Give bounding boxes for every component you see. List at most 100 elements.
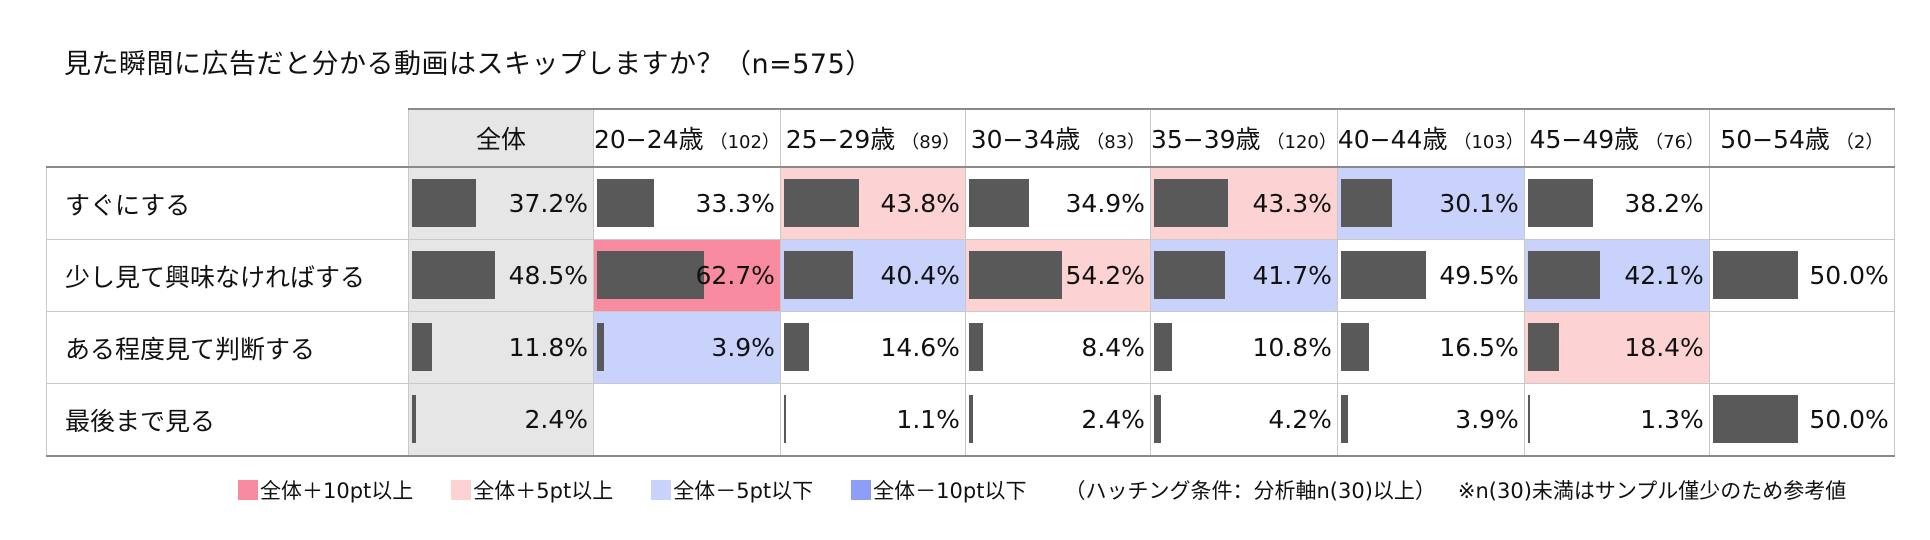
column-label: 20−24歳 (594, 125, 704, 154)
bar (1527, 179, 1594, 227)
bar (1153, 395, 1162, 443)
data-label: 8.4% (1081, 333, 1145, 362)
chart-title: 見た瞬間に広告だと分かる動画はスキップしますか？（n=575） (64, 49, 873, 80)
data-label: 14.6% (880, 333, 960, 362)
legend-item-minus10: 全体－10pt以下 (851, 475, 1026, 505)
data-label: 3.9% (711, 333, 775, 362)
legend-swatch (238, 480, 258, 500)
column-n: （120） (1266, 132, 1337, 153)
bar (1153, 179, 1228, 227)
bar (783, 179, 859, 227)
data-cell: 38.2% (1523, 167, 1710, 240)
data-label: 3.9% (1455, 405, 1519, 434)
data-label: 18.4% (1624, 333, 1704, 362)
column-header-35-39: 35−39歳 （120） (1149, 108, 1338, 168)
bar (1527, 251, 1600, 299)
data-cell: 2.4% (408, 383, 594, 457)
column-header-total: 全体 (408, 108, 594, 168)
data-label: 40.4% (880, 261, 960, 290)
row-label: 最後まで見る (46, 383, 409, 457)
data-cell: 41.7% (1149, 239, 1338, 312)
legend-item-minus5: 全体－5pt以下 (651, 475, 813, 505)
bar (1153, 323, 1173, 371)
data-cell: 62.7% (593, 239, 781, 312)
bar (1712, 395, 1799, 443)
bar (1527, 323, 1560, 371)
bar (1527, 395, 1531, 443)
data-cell: 16.5% (1336, 311, 1525, 384)
data-label: 50.0% (1809, 405, 1889, 434)
data-cell: 40.4% (779, 239, 966, 312)
bar (412, 179, 476, 227)
bar (597, 251, 705, 299)
legend-swatch (651, 480, 672, 500)
column-n: （76） (1645, 132, 1705, 153)
legend-label: 全体＋10pt以上 (260, 479, 414, 503)
data-cell: 43.8% (779, 167, 966, 240)
data-label: 48.5% (508, 261, 588, 290)
column-label: 全体 (475, 125, 526, 154)
legend-note: ※n(30)未満はサンプル僅少のため参考値 (1457, 479, 1847, 503)
column-label: 50−54歳 (1720, 125, 1830, 154)
column-label: 25−29歳 (785, 125, 896, 154)
bar (1153, 251, 1226, 299)
data-cell: 49.5% (1336, 239, 1525, 312)
data-label: 30.1% (1439, 189, 1519, 218)
data-label: 4.2% (1268, 405, 1332, 434)
data-cell: 42.1% (1523, 239, 1710, 312)
data-cell: 37.2% (408, 167, 594, 240)
data-label: 49.5% (1439, 261, 1519, 290)
legend-condition: （ハッチング条件：分析軸n(30)以上） (1064, 479, 1436, 503)
row-label: ある程度見て判断する (46, 311, 409, 384)
bar (1340, 179, 1393, 227)
bar (412, 323, 433, 371)
table-row: 少し見て興味なければする 48.5% 62.7% 40.4% 54.2% 41.7% 49.… (46, 239, 1895, 312)
data-label: 1.1% (896, 405, 960, 434)
data-label: 42.1% (1624, 261, 1704, 290)
bar (968, 179, 1029, 227)
header-row: 全体 20−24歳 （102） 25−29歳 （89） 30−34歳 （83） 35−… (46, 108, 1895, 168)
column-header-30-34: 30−34歳 （83） (964, 108, 1151, 168)
bar (1712, 251, 1799, 299)
data-cell: 3.9% (593, 311, 781, 384)
bar (968, 395, 974, 443)
data-cell: 4.2% (1149, 383, 1338, 457)
data-label: 33.3% (695, 189, 775, 218)
data-cell (593, 383, 781, 457)
crosstab-table: 全体 20−24歳 （102） 25−29歳 （89） 30−34歳 （83） 35−… (46, 108, 1895, 457)
legend-label: 全体＋5pt以上 (473, 479, 614, 503)
table-row: ある程度見て判断する 11.8% 3.9% 14.6% 8.4% 10.8% 16.5% 18… (46, 311, 1895, 384)
legend-item-plus5: 全体＋5pt以上 (451, 475, 613, 505)
data-label: 62.7% (695, 261, 775, 290)
data-label: 11.8% (508, 333, 588, 362)
bar (968, 251, 1062, 299)
bar (412, 251, 495, 299)
data-cell: 50.0% (1708, 239, 1895, 312)
data-label: 34.9% (1065, 189, 1145, 218)
data-cell (1708, 311, 1895, 384)
column-header-50-54: 50−54歳 （2） (1708, 108, 1895, 168)
data-cell: 11.8% (408, 311, 594, 384)
bar (783, 395, 786, 443)
data-cell: 8.4% (964, 311, 1151, 384)
column-n: （102） (709, 132, 780, 153)
column-header-25-29: 25−29歳 （89） (779, 108, 966, 168)
column-header-40-44: 40−44歳 （103） (1336, 108, 1525, 168)
data-cell: 10.8% (1149, 311, 1338, 384)
data-label: 43.8% (880, 189, 960, 218)
column-label: 35−39歳 (1150, 125, 1261, 154)
column-n: （89） (901, 132, 961, 153)
data-cell: 18.4% (1523, 311, 1710, 384)
bar (1340, 251, 1426, 299)
data-cell: 54.2% (964, 239, 1151, 312)
legend: 全体＋10pt以上 全体＋5pt以上 全体－5pt以下 全体－10pt以下 （ハ… (238, 474, 1846, 506)
row-label: 少し見て興味なければする (46, 239, 409, 312)
legend-label: 全体－10pt以下 (873, 479, 1027, 503)
bar (783, 251, 854, 299)
data-cell: 43.3% (1149, 167, 1338, 240)
legend-label: 全体－5pt以下 (673, 479, 814, 503)
data-label: 1.3% (1640, 405, 1704, 434)
data-cell: 30.1% (1336, 167, 1525, 240)
data-label: 43.3% (1252, 189, 1332, 218)
data-label: 54.2% (1065, 261, 1145, 290)
